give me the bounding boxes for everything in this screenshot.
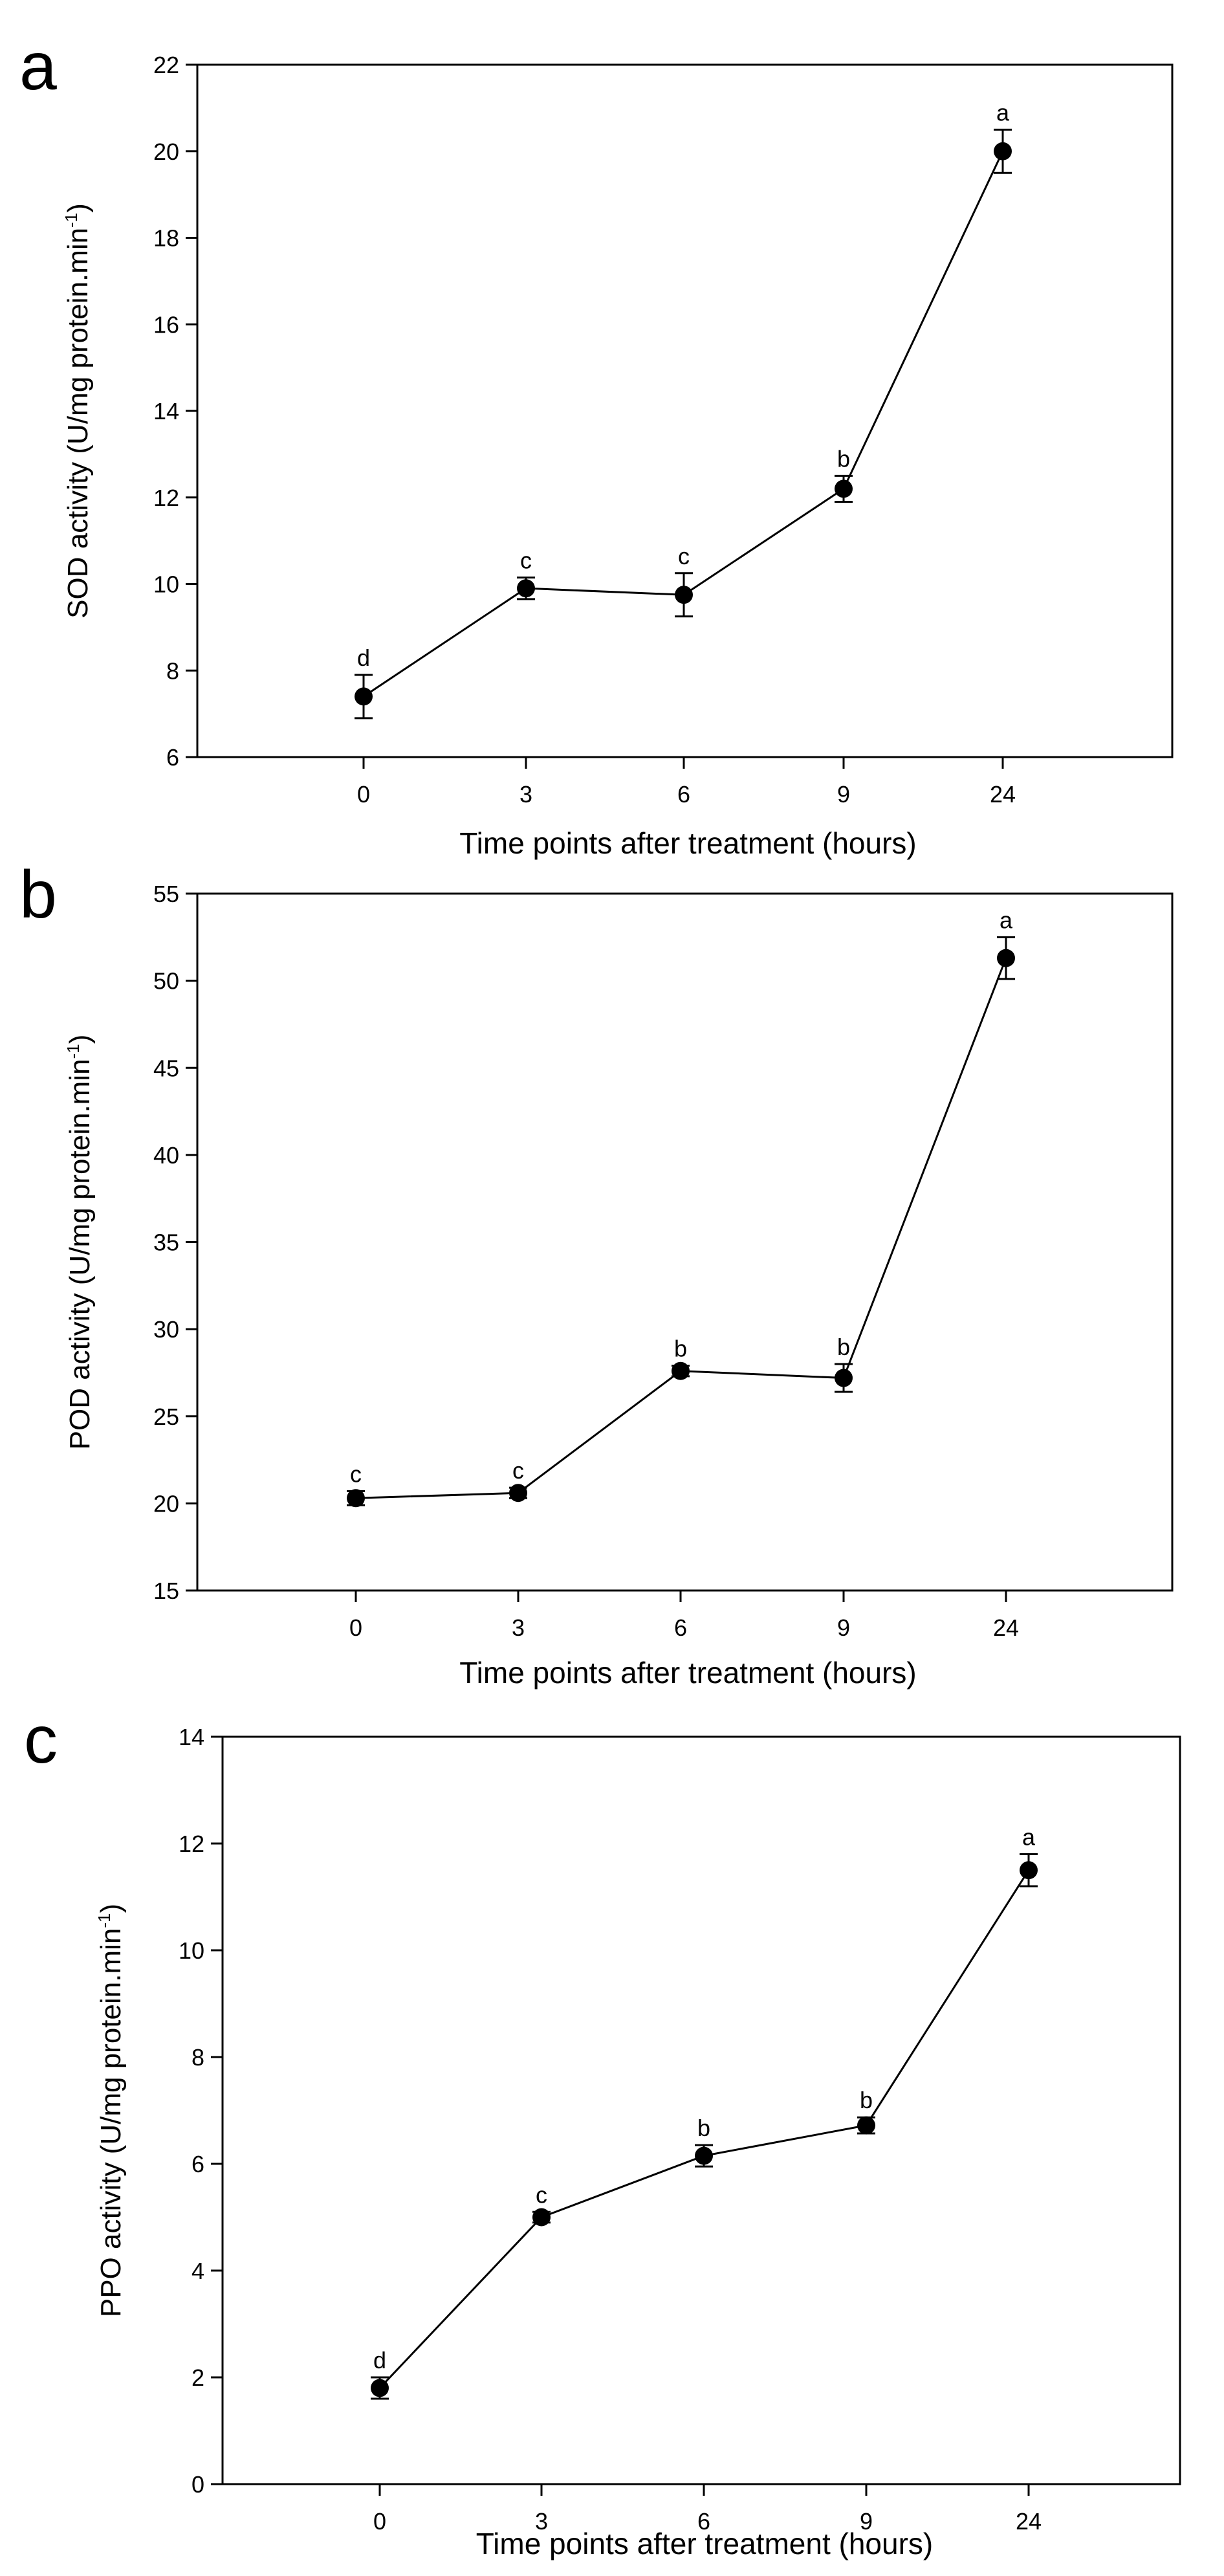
- y-tick-label: 30: [153, 1316, 179, 1343]
- x-axis-label: Time points after treatment (hours): [459, 826, 916, 860]
- y-tick-label: 20: [153, 1490, 179, 1517]
- data-point: [347, 1489, 365, 1508]
- x-tick-label: 9: [860, 2508, 873, 2535]
- x-tick-label: 6: [697, 2508, 710, 2535]
- significance-letter: b: [674, 1336, 687, 1362]
- significance-letter: c: [512, 1457, 524, 1484]
- y-tick-label: 10: [179, 1937, 204, 1964]
- y-tick-label: 6: [191, 2151, 204, 2177]
- significance-letter: b: [837, 445, 850, 472]
- x-tick-label: 9: [837, 781, 850, 808]
- panel-label: b: [19, 857, 57, 932]
- significance-letter: c: [350, 1461, 362, 1488]
- significance-letter: d: [373, 2347, 386, 2373]
- significance-letter: c: [520, 547, 532, 573]
- data-point: [509, 1484, 527, 1503]
- y-axis-label: POD activity (U/mg protein.min-1): [63, 1035, 96, 1450]
- plot-frame: [196, 892, 1174, 1592]
- x-tick-label: 24: [993, 1614, 1019, 1641]
- x-tick-label: 24: [1016, 2508, 1042, 2535]
- y-tick-label: 22: [153, 52, 179, 78]
- significance-letter: d: [357, 644, 370, 671]
- x-tick-label: 3: [519, 781, 532, 808]
- plot-frame: [221, 1735, 1181, 2485]
- y-tick-label: 25: [153, 1404, 179, 1430]
- y-tick-label: 6: [166, 744, 179, 771]
- significance-letter: a: [1022, 1824, 1036, 1851]
- x-axis-label: Time points after treatment (hours): [476, 2527, 933, 2560]
- data-point: [835, 1369, 853, 1387]
- significance-letter: c: [536, 2181, 547, 2208]
- plot-frame: [196, 63, 1174, 758]
- y-tick-label: 55: [153, 881, 179, 907]
- y-tick-label: 0: [191, 2471, 204, 2498]
- y-tick-label: 50: [153, 968, 179, 995]
- data-point: [517, 579, 535, 598]
- data-point: [994, 142, 1012, 160]
- significance-letter: a: [1000, 907, 1013, 933]
- y-tick-label: 14: [179, 1724, 204, 1750]
- data-point: [532, 2208, 551, 2227]
- x-tick-label: 0: [373, 2508, 386, 2535]
- significance-letter: c: [678, 543, 690, 569]
- y-tick-label: 20: [153, 138, 179, 165]
- panel-label: a: [19, 29, 57, 104]
- y-tick-label: 35: [153, 1229, 179, 1256]
- x-axis-label: Time points after treatment (hours): [459, 1656, 916, 1690]
- data-point: [1020, 1861, 1038, 1880]
- y-tick-label: 18: [153, 225, 179, 252]
- y-tick-label: 8: [191, 2044, 204, 2071]
- y-tick-label: 40: [153, 1142, 179, 1169]
- y-tick-label: 15: [153, 1578, 179, 1604]
- y-tick-label: 12: [153, 485, 179, 511]
- significance-letter: b: [697, 2115, 710, 2141]
- x-tick-label: 6: [674, 1614, 687, 1641]
- y-tick-label: 14: [153, 398, 179, 424]
- data-point: [695, 2146, 713, 2165]
- significance-letter: a: [996, 99, 1010, 126]
- x-tick-label: 3: [512, 1614, 525, 1641]
- x-tick-label: 0: [357, 781, 370, 808]
- y-tick-label: 45: [153, 1055, 179, 1081]
- data-point: [997, 949, 1015, 967]
- x-tick-label: 6: [677, 781, 690, 808]
- chart-panel-a: a 6 8 10 12 14 16 18 20 22 0 3 6 9 24 Time points after…: [19, 29, 1174, 860]
- significance-letter: b: [837, 1334, 850, 1360]
- x-tick-label: 24: [990, 781, 1016, 808]
- data-point: [857, 2116, 875, 2135]
- data-point: [355, 687, 373, 706]
- data-point: [672, 1361, 690, 1380]
- significance-letter: b: [860, 2087, 873, 2113]
- x-tick-label: 9: [837, 1614, 850, 1641]
- series-line: [355, 958, 1007, 1499]
- y-tick-label: 4: [191, 2258, 204, 2284]
- data-point: [675, 586, 693, 604]
- panel-label: c: [24, 1702, 58, 1778]
- y-tick-label: 12: [179, 1831, 204, 1857]
- data-point: [835, 479, 853, 498]
- data-point: [371, 2379, 389, 2397]
- y-tick-label: 10: [153, 571, 179, 598]
- y-axis-label: PPO activity (U/mg protein.min-1): [94, 1904, 127, 2317]
- y-tick-label: 16: [153, 311, 179, 338]
- y-axis-label: SOD activity (U/mg protein.min-1): [61, 203, 94, 619]
- chart-panel-b: b 15 20 25 30 35 40 45 50 55 0 3 6 9 24 Time points aft…: [19, 857, 1174, 1690]
- y-tick-label: 2: [191, 2364, 204, 2391]
- x-tick-label: 0: [349, 1614, 362, 1641]
- x-tick-label: 3: [535, 2508, 548, 2535]
- y-tick-label: 8: [166, 657, 179, 684]
